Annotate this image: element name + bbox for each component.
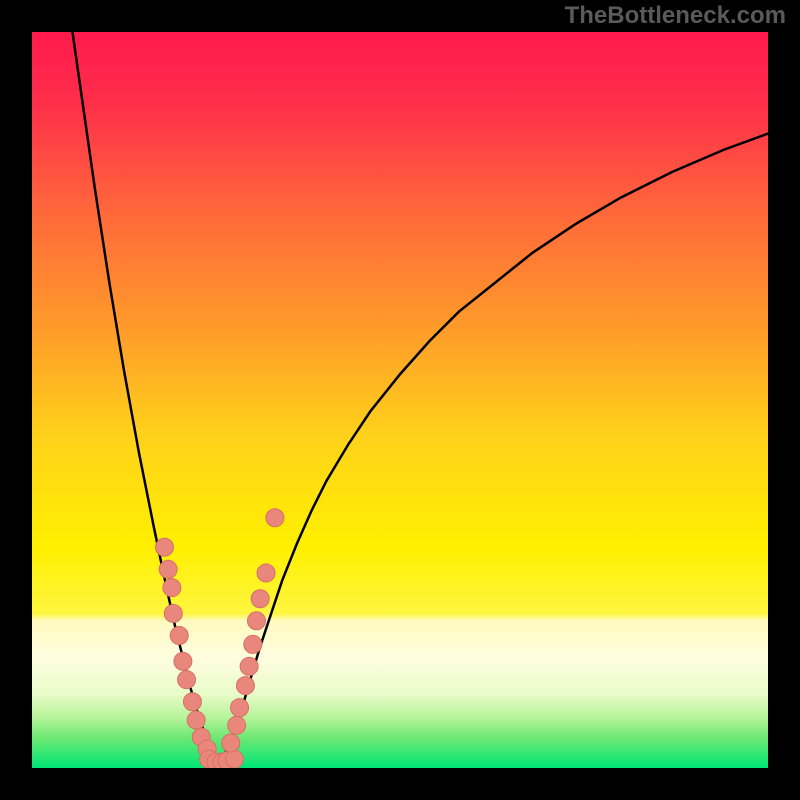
data-point: [222, 734, 240, 752]
data-point: [225, 750, 243, 768]
plot-area: [32, 32, 768, 768]
data-point: [159, 560, 177, 578]
data-point: [164, 604, 182, 622]
data-point: [187, 711, 205, 729]
chart-svg-layer: [32, 32, 768, 768]
data-point: [170, 627, 188, 645]
bottleneck-curve-right: [220, 134, 768, 761]
data-point: [240, 657, 258, 675]
data-point: [251, 590, 269, 608]
bottleneck-curve-left: [72, 32, 219, 761]
data-point: [174, 652, 192, 670]
data-point: [266, 509, 284, 527]
data-point: [163, 579, 181, 597]
data-point: [231, 699, 249, 717]
data-point: [244, 635, 262, 653]
data-point-markers: [155, 509, 283, 768]
data-point: [236, 677, 254, 695]
data-point: [257, 564, 275, 582]
data-point: [228, 716, 246, 734]
data-point: [155, 538, 173, 556]
data-point: [247, 612, 265, 630]
chart-frame: TheBottleneck.com: [0, 0, 800, 800]
data-point: [183, 693, 201, 711]
watermark-text: TheBottleneck.com: [565, 2, 786, 30]
data-point: [178, 671, 196, 689]
